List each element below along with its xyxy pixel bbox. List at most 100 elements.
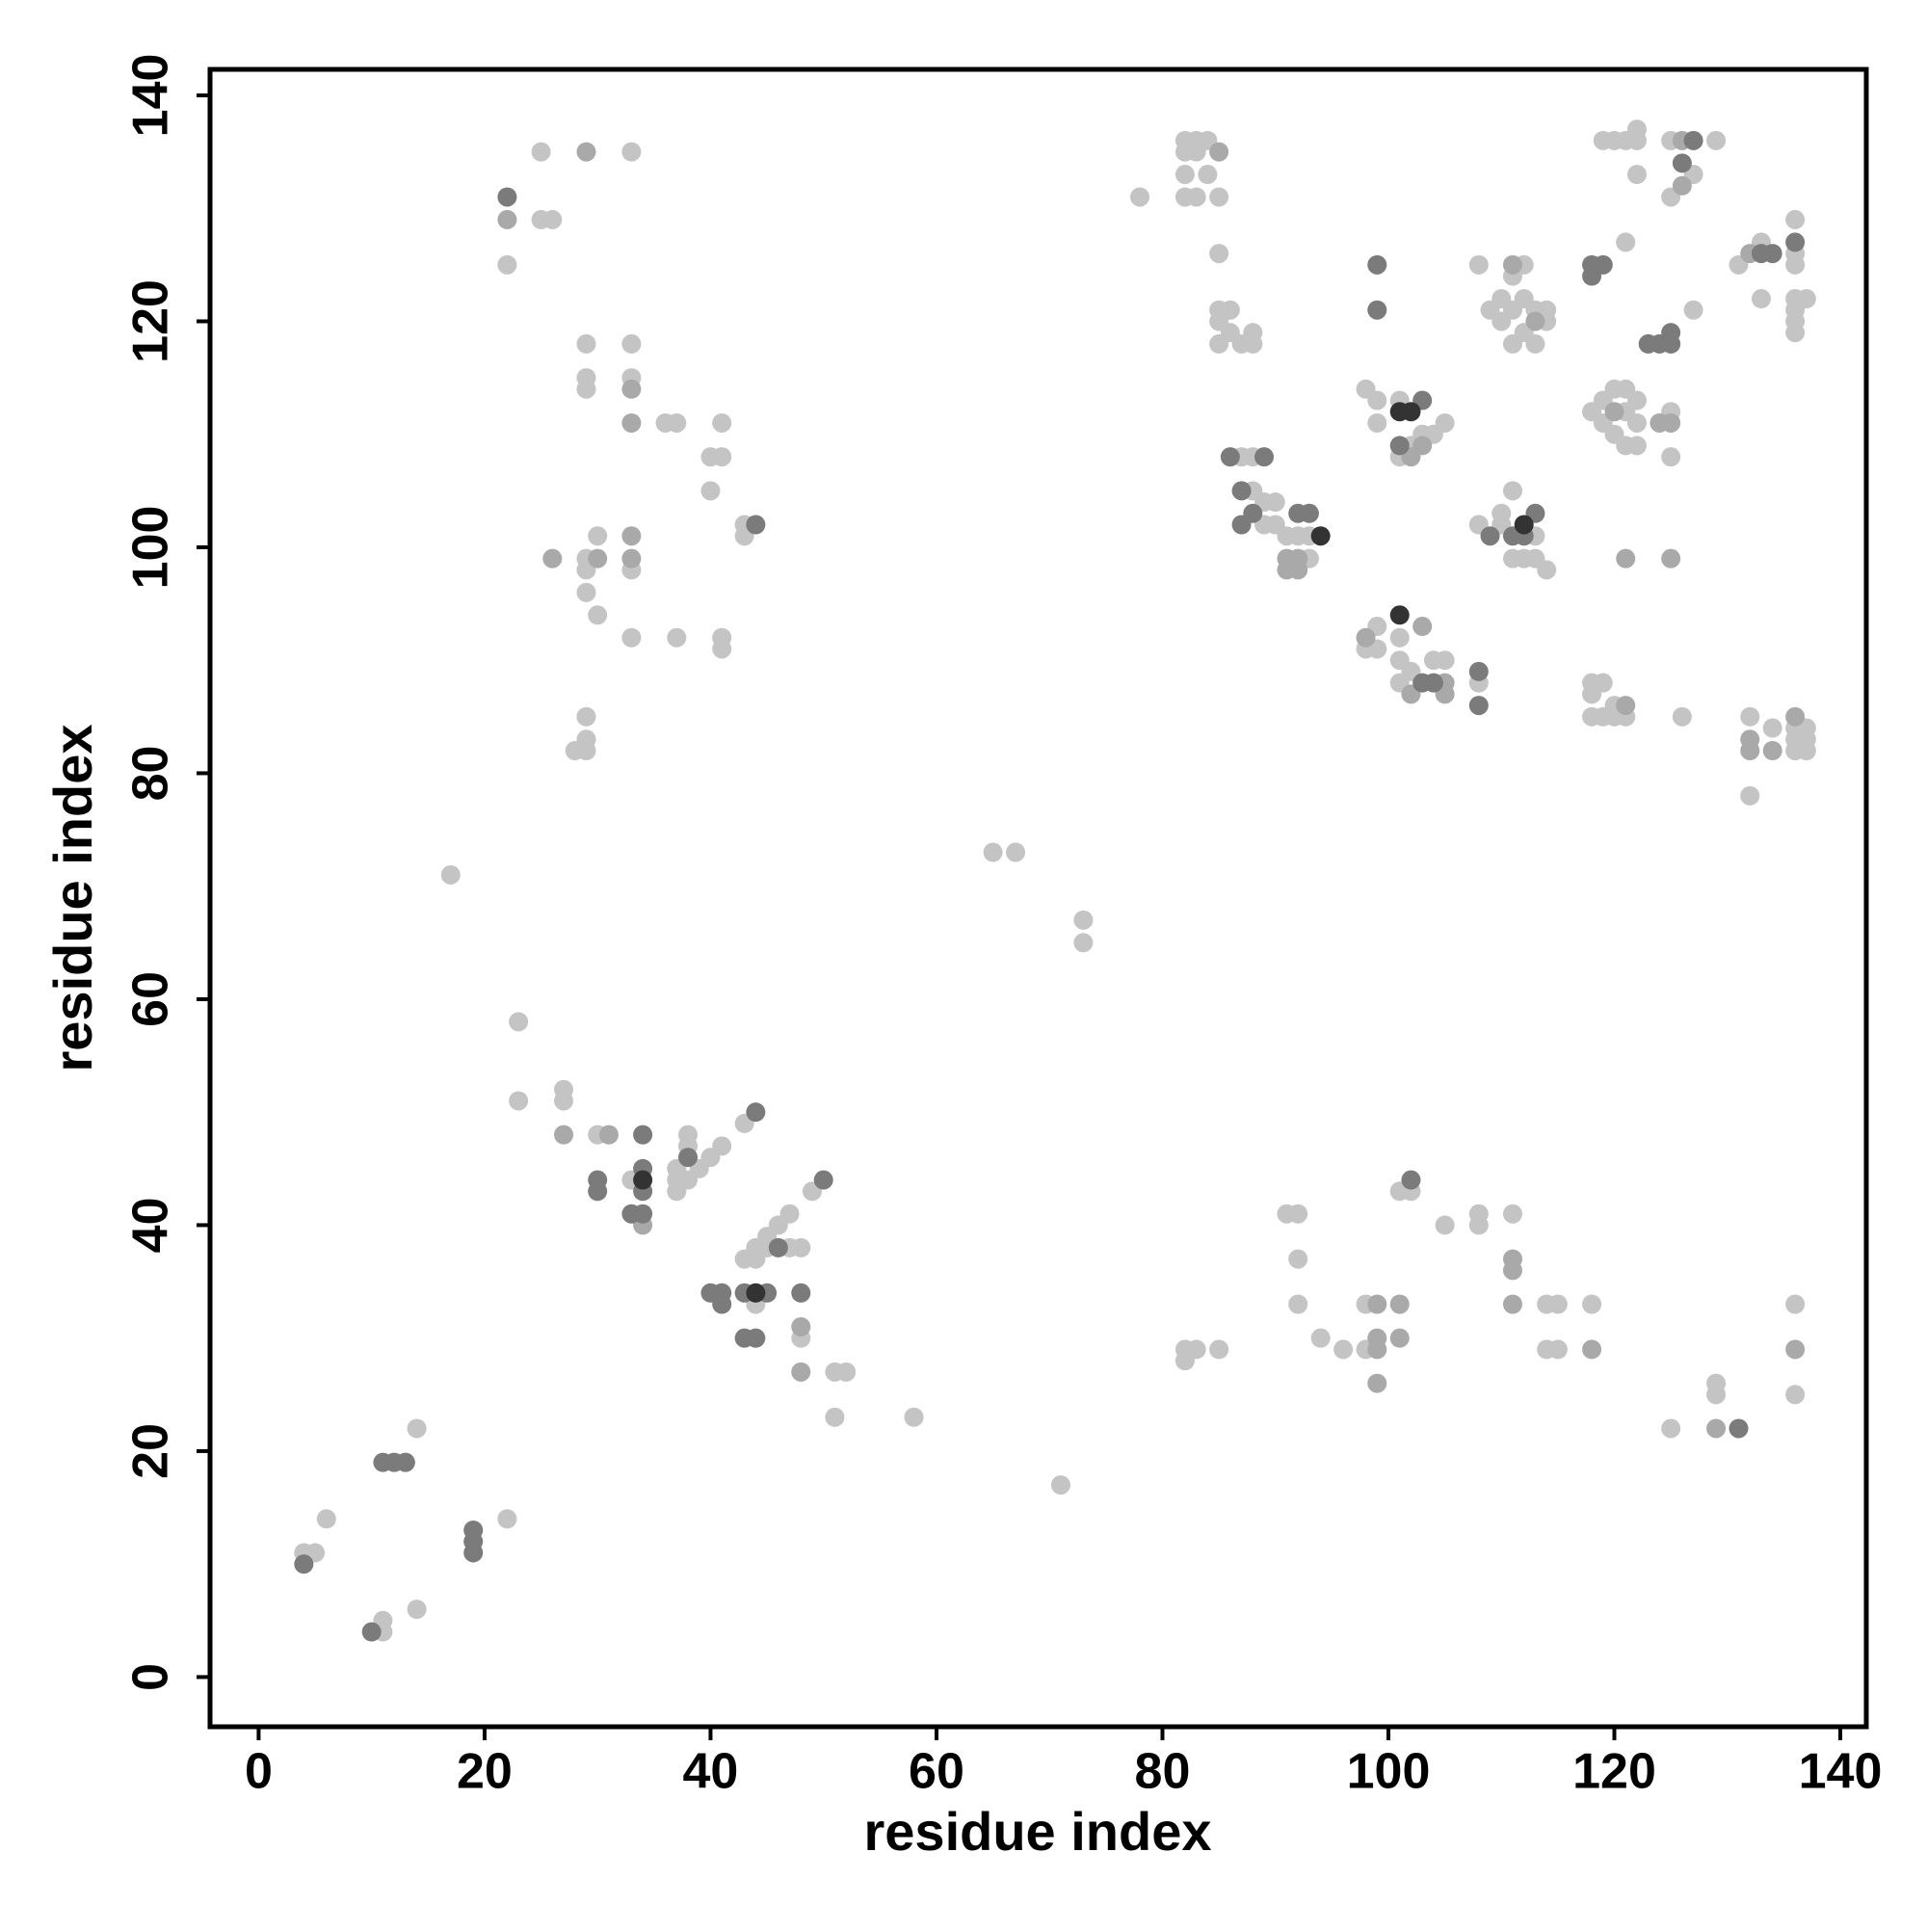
contact-point	[1389, 436, 1410, 456]
contact-point	[779, 1204, 800, 1224]
contact-point	[1785, 254, 1806, 275]
contact-point	[746, 1102, 766, 1123]
contact-point	[294, 1554, 314, 1575]
contact-point	[1626, 390, 1647, 410]
contact-point	[598, 1125, 619, 1145]
contact-point	[576, 740, 596, 760]
contact-point	[791, 1237, 811, 1257]
contact-point	[1626, 165, 1647, 185]
contact-point	[1661, 548, 1681, 569]
contact-point	[1389, 605, 1410, 625]
contact-point	[1356, 627, 1376, 648]
contact-point	[1762, 718, 1782, 738]
contact-point	[1604, 402, 1624, 422]
contact-point	[1006, 842, 1026, 862]
contact-point	[1401, 402, 1421, 422]
contact-point	[542, 209, 563, 229]
x-tick-label: 120	[1572, 1744, 1656, 1800]
contact-point	[316, 1509, 336, 1529]
contact-point	[1525, 311, 1545, 331]
contact-point	[1582, 1339, 1602, 1360]
contact-point	[633, 1170, 653, 1190]
contact-point	[576, 706, 596, 727]
contact-point	[588, 526, 608, 546]
contact-point	[904, 1407, 924, 1427]
contact-point	[1401, 1170, 1421, 1190]
contact-point	[1288, 1249, 1308, 1269]
contact-point	[633, 1204, 653, 1224]
contact-point	[361, 1622, 382, 1642]
contact-point	[678, 1125, 699, 1145]
contact-point	[1333, 1339, 1354, 1360]
contact-point	[621, 333, 642, 354]
contact-point	[1626, 130, 1647, 150]
y-tick-label: 80	[123, 746, 179, 802]
x-tick-label: 100	[1347, 1744, 1431, 1800]
contact-point	[576, 582, 596, 602]
contact-point	[1672, 706, 1692, 727]
contact-point	[1423, 673, 1443, 693]
contact-point	[1468, 696, 1489, 716]
y-tick-label: 120	[123, 279, 179, 363]
contact-point	[1186, 1339, 1206, 1360]
contact-point	[554, 1091, 574, 1111]
contact-point	[509, 1012, 529, 1032]
contact-point	[1502, 1260, 1522, 1281]
contact-point	[1209, 142, 1229, 162]
contact-point	[1616, 696, 1636, 716]
contact-point	[1785, 1339, 1806, 1360]
contact-point	[1412, 436, 1433, 456]
contact-point	[554, 1125, 574, 1145]
contact-point	[1502, 254, 1522, 275]
contact-point	[588, 1181, 608, 1202]
contact-point	[1310, 526, 1331, 546]
contact-point	[1468, 661, 1489, 681]
y-tick-label: 40	[123, 1198, 179, 1254]
contact-point	[1740, 785, 1760, 806]
contact-point	[1480, 300, 1500, 320]
contact-point	[1243, 503, 1263, 523]
y-tick-label: 0	[123, 1663, 179, 1691]
contact-point	[1367, 390, 1387, 410]
contact-point	[1661, 1418, 1681, 1439]
contact-point	[1706, 1385, 1727, 1405]
contact-point	[1288, 1204, 1308, 1224]
contact-point	[836, 1362, 857, 1382]
contact-point	[1435, 650, 1455, 671]
contact-point	[1785, 232, 1806, 252]
contact-point	[576, 379, 596, 399]
contact-point	[1265, 492, 1285, 513]
contact-point	[1220, 447, 1240, 467]
contact-point	[1367, 254, 1387, 275]
contact-point	[667, 627, 687, 648]
contact-point	[1299, 503, 1319, 523]
contact-point	[712, 639, 732, 659]
contact-point	[621, 548, 642, 569]
contact-point	[1231, 481, 1252, 501]
contact-point	[440, 864, 461, 885]
x-tick-label: 140	[1799, 1744, 1883, 1800]
contact-point	[1785, 323, 1806, 343]
contact-point	[542, 548, 563, 569]
contact-point	[1751, 289, 1771, 309]
contact-point	[1367, 1339, 1387, 1360]
contact-point	[1209, 1339, 1229, 1360]
contact-point	[1389, 1328, 1410, 1348]
y-tick-label: 60	[123, 971, 179, 1027]
contact-point	[1785, 706, 1806, 727]
contact-point	[712, 447, 732, 467]
contact-point	[1547, 1294, 1568, 1314]
contact-point	[1762, 740, 1782, 760]
contact-point	[497, 254, 517, 275]
contact-point	[621, 412, 642, 433]
contact-point	[497, 187, 517, 207]
contact-point	[983, 842, 1003, 862]
contact-point	[678, 1148, 699, 1168]
contact-point	[1209, 333, 1229, 354]
plot-frame	[207, 66, 1869, 1730]
contact-point	[1412, 617, 1433, 637]
contact-point	[1537, 560, 1557, 580]
x-tick-label: 20	[457, 1744, 513, 1800]
